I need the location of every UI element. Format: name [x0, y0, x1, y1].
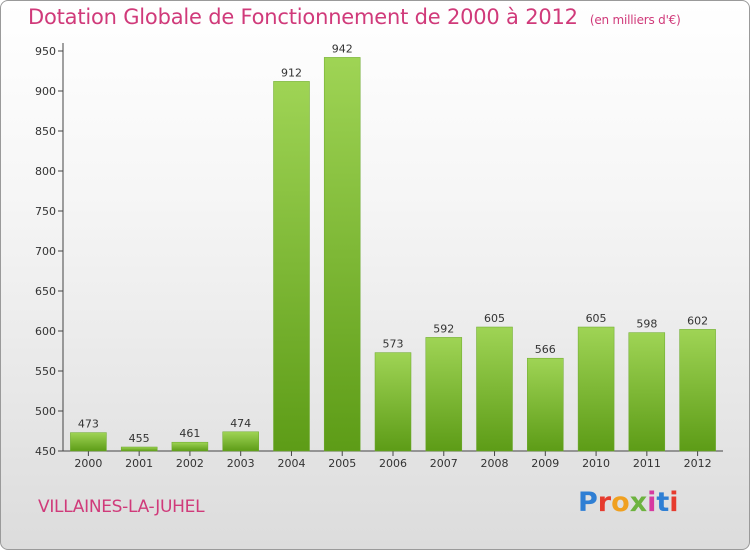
chart-title: Dotation Globale de Fonctionnement de 20…	[28, 5, 681, 29]
commune-name: VILLAINES-LA-JUHEL	[38, 497, 205, 517]
y-tick-label: 450	[35, 445, 56, 458]
bar-2009	[527, 357, 564, 452]
logo-letter: x	[629, 487, 648, 518]
y-tick-label: 500	[35, 405, 56, 418]
logo-letter: o	[611, 487, 630, 518]
bar-2003	[222, 431, 259, 452]
bar-value-label: 573	[383, 338, 404, 351]
bar-value-label: 598	[636, 318, 657, 331]
y-tick-label: 550	[35, 365, 56, 378]
y-tick-label: 900	[35, 85, 56, 98]
x-tick-label: 2000	[74, 457, 102, 470]
chart-subtitle: (en milliers d'€)	[589, 13, 681, 27]
logo-letter: r	[597, 487, 612, 518]
bar-value-label: 461	[179, 427, 200, 440]
x-tick-label: 2011	[633, 457, 661, 470]
bar-2008	[476, 326, 513, 452]
chart-axes: 450 500 550 600 650 700 750 800 850 900 950	[35, 43, 723, 458]
x-tick-label: 2007	[430, 457, 458, 470]
logo-letter: P	[578, 487, 598, 518]
x-tick-label: 2004	[277, 457, 305, 470]
x-tick-label: 2010	[582, 457, 610, 470]
bar-2011	[628, 332, 666, 452]
y-tick-label: 800	[35, 165, 56, 178]
x-tick-label: 2003	[227, 457, 255, 470]
bar-value-label: 566	[535, 343, 556, 356]
logo-letter: i	[647, 487, 657, 518]
y-tick-label: 950	[35, 45, 56, 58]
bar-value-label: 474	[230, 417, 251, 430]
bar-2007	[425, 337, 463, 452]
bar-2012	[679, 329, 716, 452]
x-tick-label: 2008	[481, 457, 509, 470]
bar-2002	[171, 441, 209, 452]
bar-value-label: 592	[433, 322, 454, 335]
proxiti-logo: Proxiti	[578, 487, 679, 518]
y-tick-label: 750	[35, 205, 56, 218]
x-tick-label: 2012	[684, 457, 712, 470]
chart-bars	[70, 57, 716, 452]
bar-2006	[374, 352, 412, 452]
bar-2010	[577, 326, 615, 452]
bar-value-label: 473	[78, 418, 99, 431]
x-tick-label: 2006	[379, 457, 407, 470]
y-tick-label: 650	[35, 285, 56, 298]
bar-value-label: 605	[484, 312, 505, 325]
logo-letter: i	[669, 487, 679, 518]
bar-value-label: 912	[281, 66, 302, 79]
y-tick-label: 850	[35, 125, 56, 138]
x-tick-label: 2001	[125, 457, 153, 470]
chart-labels: 2000 473 2001 455 2002 461 2003 474 2004 912 2005 9…	[74, 42, 711, 470]
x-tick-label: 2009	[531, 457, 559, 470]
bar-value-label: 602	[687, 314, 708, 327]
bar-value-label: 455	[129, 432, 150, 445]
x-tick-label: 2002	[176, 457, 204, 470]
bar-2005	[323, 57, 361, 452]
y-tick-label: 600	[35, 325, 56, 338]
bar-2000	[70, 432, 107, 452]
x-tick-label: 2005	[328, 457, 356, 470]
bar-2004	[273, 81, 310, 452]
chart-title-text: Dotation Globale de Fonctionnement de 20…	[28, 5, 578, 29]
bar-2001	[120, 446, 158, 452]
logo-letter: t	[656, 487, 670, 518]
bar-value-label: 605	[586, 312, 607, 325]
y-tick-label: 700	[35, 245, 56, 258]
bar-value-label: 942	[332, 42, 353, 55]
